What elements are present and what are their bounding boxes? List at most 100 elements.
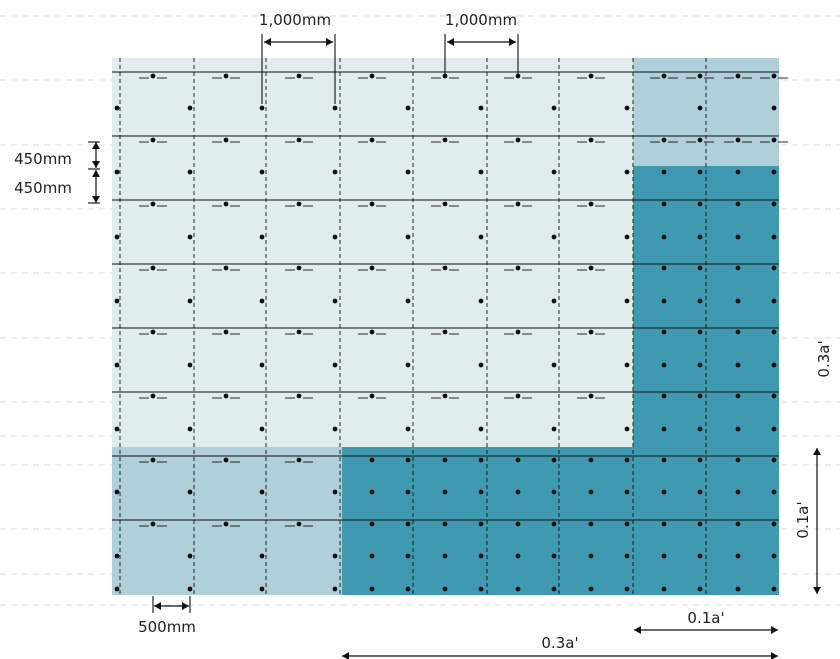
- fastener-dot: [223, 265, 229, 271]
- fastener-dot: [187, 169, 193, 175]
- fastener-dot: [624, 586, 630, 592]
- fastener-dot: [735, 201, 741, 207]
- fastener-dot: [624, 553, 630, 559]
- fastener-dot: [187, 105, 193, 111]
- fastener-dot: [697, 393, 703, 399]
- fastener-dot: [624, 521, 630, 527]
- fastener-dot: [515, 393, 521, 399]
- fastener-dot: [588, 73, 594, 79]
- fastener-dot: [114, 586, 120, 592]
- fastener-dot: [515, 553, 521, 559]
- zone-medium-bottom-left: [112, 447, 342, 595]
- right-extent-long-label: 0.3a': [815, 340, 833, 377]
- fastener-dot: [478, 586, 484, 592]
- fastener-dot: [114, 489, 120, 495]
- fastener-dot: [735, 586, 741, 592]
- fastener-dot: [296, 393, 302, 399]
- fastener-dot: [735, 298, 741, 304]
- fastener-dot: [114, 553, 120, 559]
- fastener-dot: [442, 137, 448, 143]
- fastener-dot: [661, 169, 667, 175]
- fastener-dot: [697, 169, 703, 175]
- fastener-dot: [187, 362, 193, 368]
- fastener-dot: [735, 489, 741, 495]
- zone-dark-bottom: [342, 447, 633, 595]
- arrowhead: [154, 602, 161, 610]
- fastener-dot: [259, 105, 265, 111]
- fastener-dot: [478, 489, 484, 495]
- arrowhead: [813, 448, 821, 455]
- fastener-dot: [369, 137, 375, 143]
- fastener-dot: [150, 329, 156, 335]
- fastener-dot: [150, 521, 156, 527]
- fastener-dot: [661, 426, 667, 432]
- fastener-dot: [442, 393, 448, 399]
- grid-lines: [112, 58, 779, 595]
- zones: [112, 58, 779, 595]
- left-spacing-label-2: 450mm: [14, 179, 72, 197]
- fastener-dot: [697, 201, 703, 207]
- fastener-dot: [697, 105, 703, 111]
- bottom-spacing-label: 500mm: [138, 618, 196, 636]
- fastener-dot: [296, 265, 302, 271]
- fastener-dot: [551, 234, 557, 240]
- fastener-dot: [150, 393, 156, 399]
- fastener-dot: [771, 521, 777, 527]
- fastener-dot: [114, 105, 120, 111]
- fastener-dot: [735, 137, 741, 143]
- fastener-dot: [478, 457, 484, 463]
- fastener-dot: [114, 169, 120, 175]
- fastener-dot: [223, 73, 229, 79]
- fastener-dot: [223, 137, 229, 143]
- fastener-dot: [369, 586, 375, 592]
- fastener-dot: [588, 137, 594, 143]
- arrowhead: [771, 626, 778, 634]
- fastener-dot: [735, 393, 741, 399]
- fastener-dot: [771, 265, 777, 271]
- fastener-dot: [735, 553, 741, 559]
- fastener-dot: [259, 586, 265, 592]
- fastener-dot: [697, 137, 703, 143]
- fastener-dot: [369, 521, 375, 527]
- fastener-dot: [369, 73, 375, 79]
- fastener-dot: [405, 521, 411, 527]
- fastener-dot: [405, 105, 411, 111]
- fastener-dot: [735, 73, 741, 79]
- fastener-dot: [697, 234, 703, 240]
- fastener-dot: [697, 73, 703, 79]
- fastener-dot: [369, 553, 375, 559]
- fastener-dot: [369, 393, 375, 399]
- fastener-dot: [369, 265, 375, 271]
- fastener-dot: [369, 329, 375, 335]
- fastener-dot: [624, 169, 630, 175]
- bottom-extent-long-label: 0.3a': [541, 634, 578, 652]
- fastener-dot: [405, 489, 411, 495]
- fastener-dot: [405, 169, 411, 175]
- fastener-dot: [515, 457, 521, 463]
- fastener-dot: [405, 457, 411, 463]
- fastener-dot: [515, 201, 521, 207]
- fastener-dot: [661, 489, 667, 495]
- fastener-dot: [661, 265, 667, 271]
- arrowhead: [92, 170, 100, 177]
- fastener-dot: [150, 73, 156, 79]
- fastener-dot: [442, 586, 448, 592]
- fastener-dot: [369, 457, 375, 463]
- fastener-dot: [771, 553, 777, 559]
- fastener-dot: [187, 298, 193, 304]
- fastener-dot: [332, 362, 338, 368]
- fastener-dot: [661, 362, 667, 368]
- fastener-dot: [551, 298, 557, 304]
- fastener-dot: [551, 457, 557, 463]
- fastener-dot: [697, 457, 703, 463]
- fastener-dot: [478, 298, 484, 304]
- arrowhead: [509, 38, 516, 46]
- fastener-dot: [771, 137, 777, 143]
- fastener-dot: [369, 201, 375, 207]
- fastener-dot: [114, 362, 120, 368]
- fastener-dot: [332, 234, 338, 240]
- fastener-dot: [405, 234, 411, 240]
- fastener-dot: [661, 73, 667, 79]
- fastener-dot: [187, 426, 193, 432]
